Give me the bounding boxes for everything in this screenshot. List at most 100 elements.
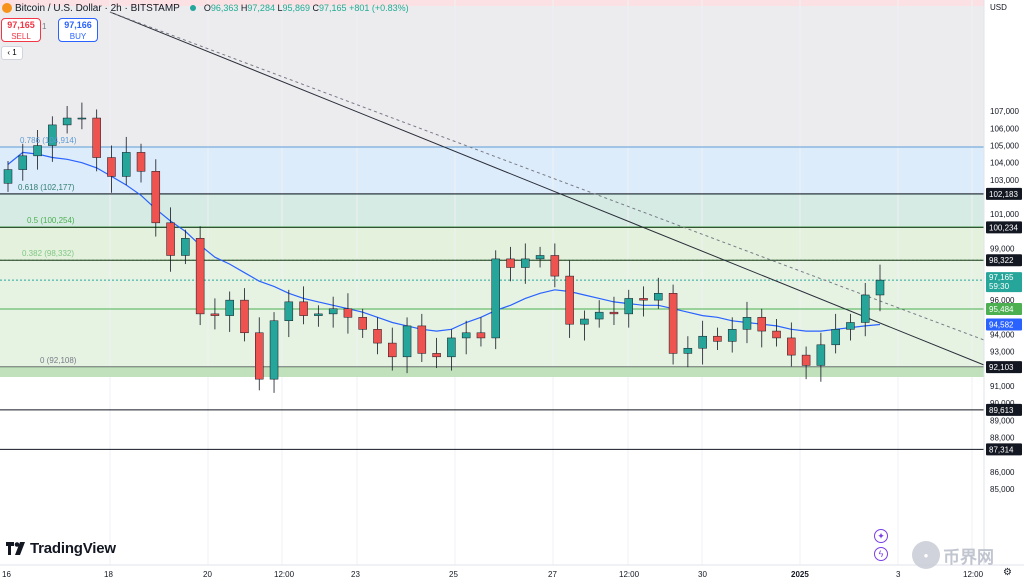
time-tick-label: 30: [698, 570, 707, 579]
price-tag[interactable]: [986, 318, 1022, 331]
candle: [875, 264, 885, 312]
descending-trend-line[interactable]: [109, 11, 985, 366]
trend-lines[interactable]: [109, 11, 985, 366]
candle: [476, 317, 486, 347]
candle-body: [875, 279, 885, 296]
candle: [624, 289, 633, 328]
quantity-input[interactable]: ‹ 1: [1, 46, 23, 60]
candle-body: [713, 335, 722, 342]
settings-gear-icon[interactable]: ⚙: [1003, 567, 1012, 578]
price-tick-label: 103,000: [990, 176, 1019, 185]
ideas-icon[interactable]: ✦: [874, 529, 888, 543]
candle: [195, 226, 205, 326]
countdown-label: 59:30: [989, 282, 1010, 291]
candle: [210, 298, 220, 330]
candle-body: [195, 238, 205, 315]
price-tick-label: 99,000: [990, 245, 1015, 254]
candle: [491, 250, 500, 350]
candle-body: [18, 155, 28, 170]
candle-body: [550, 255, 560, 277]
sell-button[interactable]: 97,165 SELL: [1, 18, 41, 42]
time-tick-label: 25: [449, 570, 458, 579]
time-tick-label: 2025: [791, 570, 809, 579]
price-tag[interactable]: [986, 303, 1022, 316]
candle: [181, 229, 190, 265]
sell-label: SELL: [11, 32, 31, 41]
flash-icon[interactable]: ϟ: [874, 547, 888, 561]
candle-body: [48, 124, 57, 146]
price-tick-label: 101,000: [990, 210, 1019, 219]
quantity-chevron-icon: ‹: [7, 48, 10, 57]
price-tag[interactable]: [986, 221, 1022, 234]
buy-button[interactable]: 97,166 BUY: [58, 18, 98, 42]
candle: [343, 293, 353, 334]
candle-body: [299, 301, 308, 316]
candle-body: [639, 298, 648, 301]
candle-body: [314, 313, 323, 316]
tradingview-logo-icon: [6, 542, 25, 555]
current-price-tag[interactable]: [986, 272, 1022, 293]
candle: [609, 296, 619, 326]
price-tag-label: 89,613: [989, 406, 1014, 415]
time-tick-label: 12:00: [274, 570, 295, 579]
price-axis[interactable]: 107,000 106,000 105,000 104,000 103,000 101,0…: [983, 0, 1024, 565]
candle-body: [816, 344, 826, 366]
candle: [328, 296, 338, 328]
candle-body: [727, 329, 737, 342]
candle-body: [358, 317, 367, 330]
fib-zone-0786: [0, 147, 984, 195]
candle-body: [181, 238, 190, 256]
price-tag-label: 87,314: [989, 445, 1014, 454]
time-tick-label: 3: [896, 570, 901, 579]
candle: [801, 346, 811, 380]
candle-body: [328, 308, 338, 315]
time-axis[interactable]: 16 18 20 12:00 23 25 27 12:00 30 2025 3 12:00: [0, 564, 1024, 581]
candle-body: [388, 342, 397, 358]
fib-label: 0.382 (98,332): [22, 249, 74, 258]
symbol-header[interactable]: Bitcoin / U.S. Dollar · 2h · BITSTAMP O9…: [0, 0, 409, 16]
candle: [358, 308, 367, 338]
spread-value: 1: [42, 22, 47, 31]
price-tag[interactable]: [986, 361, 1022, 374]
candle: [48, 116, 57, 162]
fibonacci-labels: 0.786 (104,914) 0.618 (102,177) 0.5 (100,2…: [18, 136, 77, 365]
candle: [831, 313, 840, 354]
fib-label: 0 (92,108): [40, 356, 77, 365]
candle: [33, 130, 42, 170]
candle-body: [846, 322, 855, 330]
time-axis-bg: [0, 565, 1024, 581]
fib-label: 0.786 (104,914): [20, 136, 77, 145]
price-tag-label: 98,322: [989, 256, 1014, 265]
time-tick-label: 12:00: [619, 570, 640, 579]
price-tag[interactable]: [986, 403, 1022, 416]
fib-zone-05: [0, 227, 984, 261]
candle: [757, 308, 767, 348]
candle: [521, 243, 530, 284]
price-tag[interactable]: [986, 254, 1022, 267]
candle: [92, 109, 101, 172]
price-tag-label: 94,582: [989, 320, 1014, 329]
fib-label: 0.618 (102,177): [18, 183, 75, 192]
currency-label[interactable]: USD: [990, 3, 1007, 12]
price-tick-label: 96,000: [990, 296, 1015, 305]
candle-body: [491, 258, 500, 339]
candle: [240, 288, 249, 342]
candle-body: [506, 258, 515, 268]
candle: [668, 284, 678, 365]
candle: [107, 145, 116, 193]
candle-body: [535, 255, 545, 260]
candle-body: [33, 145, 42, 157]
tradingview-logo[interactable]: TradingView: [6, 540, 116, 557]
candle-body: [166, 222, 175, 256]
price-tag[interactable]: [986, 443, 1022, 456]
symbol-title[interactable]: Bitcoin / U.S. Dollar · 2h · BITSTAMP: [15, 2, 180, 14]
candle-body: [3, 169, 13, 184]
candle-body: [151, 171, 161, 224]
candle-body: [447, 337, 456, 358]
price-tick-label: 105,000: [990, 142, 1019, 151]
candle-body: [476, 332, 486, 339]
candle-body: [772, 330, 781, 339]
candle: [772, 319, 781, 347]
price-tag[interactable]: [986, 187, 1022, 200]
